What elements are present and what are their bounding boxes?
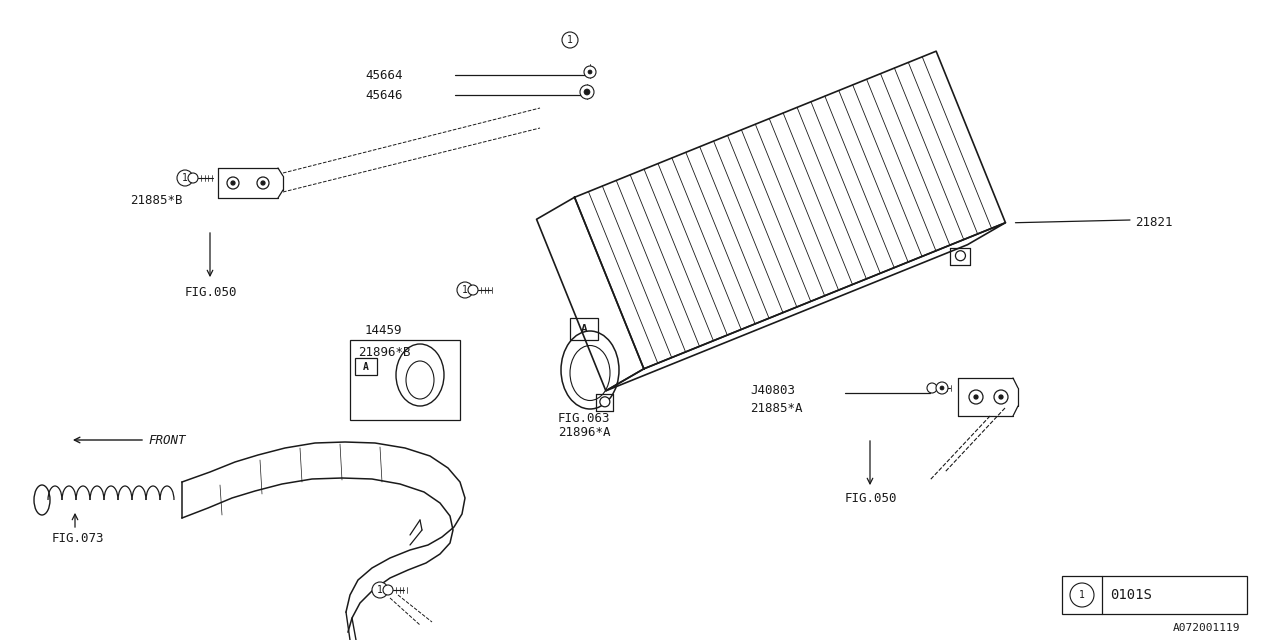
Circle shape	[177, 170, 193, 186]
Circle shape	[257, 177, 269, 189]
Circle shape	[936, 382, 948, 394]
Circle shape	[230, 181, 236, 185]
Text: A072001119: A072001119	[1172, 623, 1240, 633]
Bar	[1062, 576, 1247, 614]
Bar	[355, 358, 378, 375]
Circle shape	[468, 285, 477, 295]
Text: 1: 1	[567, 35, 573, 45]
Text: 0101S: 0101S	[1110, 588, 1152, 602]
Text: 45664: 45664	[365, 68, 402, 81]
Bar	[570, 318, 598, 340]
Circle shape	[188, 173, 198, 183]
Text: 45646: 45646	[365, 88, 402, 102]
Circle shape	[584, 89, 590, 95]
Circle shape	[974, 395, 978, 399]
Circle shape	[927, 383, 937, 393]
Circle shape	[588, 70, 593, 74]
Text: 1: 1	[378, 585, 383, 595]
Circle shape	[998, 395, 1004, 399]
Circle shape	[584, 66, 596, 78]
Text: J40803: J40803	[750, 383, 795, 397]
Circle shape	[372, 582, 388, 598]
Text: 21885*A: 21885*A	[750, 401, 803, 415]
Circle shape	[600, 397, 609, 407]
Circle shape	[457, 282, 474, 298]
Text: 21821: 21821	[1135, 216, 1172, 228]
Circle shape	[580, 85, 594, 99]
Text: A: A	[364, 362, 369, 372]
Circle shape	[969, 390, 983, 404]
Circle shape	[227, 177, 239, 189]
Circle shape	[1070, 583, 1094, 607]
Circle shape	[940, 386, 945, 390]
Text: FIG.050: FIG.050	[186, 285, 238, 298]
Text: 1: 1	[1079, 590, 1085, 600]
Text: 21896*B: 21896*B	[358, 346, 411, 358]
Text: FIG.073: FIG.073	[52, 531, 105, 545]
Circle shape	[955, 251, 965, 260]
Text: 21896*A: 21896*A	[558, 426, 611, 438]
Circle shape	[383, 585, 393, 595]
Circle shape	[261, 181, 265, 185]
Bar	[349, 340, 460, 420]
Circle shape	[562, 32, 579, 48]
Circle shape	[995, 390, 1009, 404]
Text: 21885*B: 21885*B	[131, 193, 183, 207]
Text: 14459: 14459	[365, 323, 402, 337]
Text: FIG.063: FIG.063	[558, 412, 611, 424]
Text: 1: 1	[462, 285, 468, 295]
Text: 1: 1	[182, 173, 188, 183]
Text: FIG.050: FIG.050	[845, 492, 897, 504]
Text: FRONT: FRONT	[148, 433, 186, 447]
Text: A: A	[581, 324, 588, 334]
